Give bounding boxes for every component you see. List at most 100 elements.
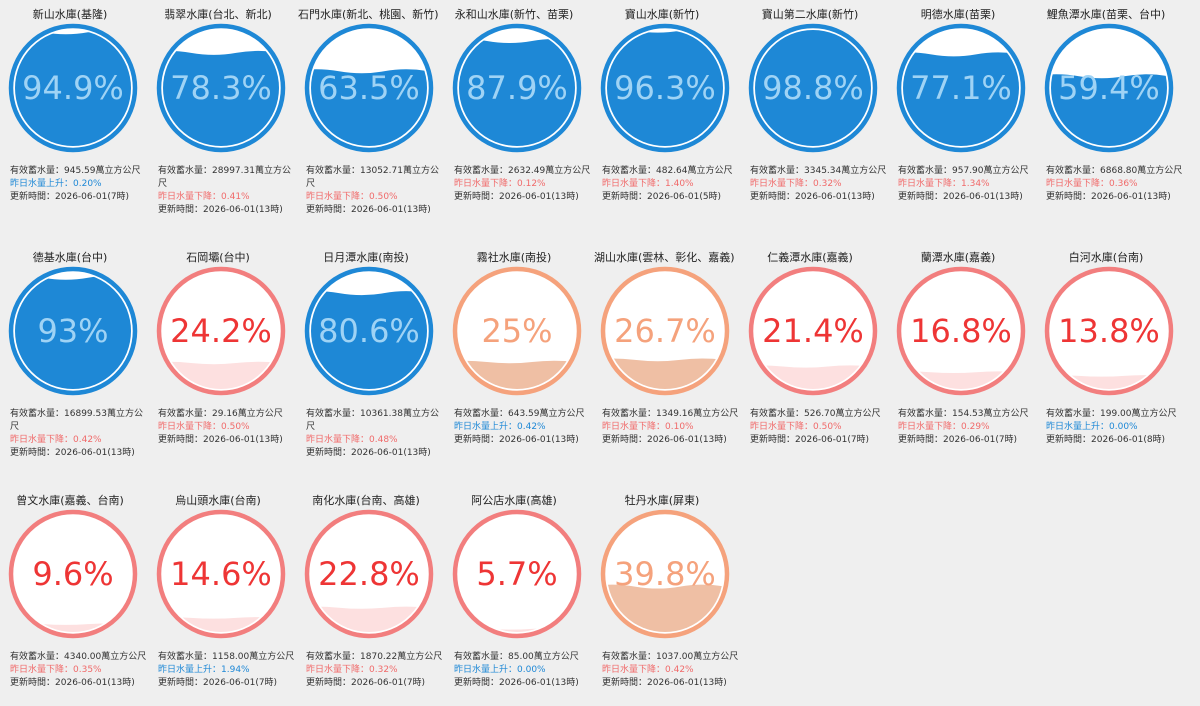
update-time: 更新時間：2026-06-01(13時) <box>454 435 579 445</box>
reservoir-card: 曾文水庫(嘉義、台南) 9.6% 有效蓄水量：4340.00萬立方公尺 昨日水量下降：… <box>2 486 150 706</box>
reservoir-name: 石門水庫(新北、桃園、新竹) <box>298 8 439 21</box>
reservoir-info: 有效蓄水量：85.00萬立方公尺 昨日水量上升：0.00% 更新時間：2026-06… <box>454 651 592 690</box>
reservoir-card: 蘭潭水庫(嘉義) 16.8% 有效蓄水量：154.53萬立方公尺 昨日水量下降：0.2… <box>890 243 1038 473</box>
gauge-percent: 77.1% <box>910 69 1012 107</box>
gauge-percent: 93% <box>37 312 108 350</box>
update-time: 更新時間：2026-06-01(13時) <box>10 448 135 458</box>
reservoir-name: 阿公店水庫(高雄) <box>471 494 557 507</box>
reservoir-name: 日月潭水庫(南投) <box>323 251 409 264</box>
daily-change: 昨日水量下降：0.42% <box>10 435 102 445</box>
update-time: 更新時間：2026-06-01(13時) <box>306 448 431 458</box>
gauge-percent: 21.4% <box>762 312 864 350</box>
reservoir-info: 有效蓄水量：1158.00萬立方公尺 昨日水量上升：1.94% 更新時間：2026-… <box>158 651 296 690</box>
reservoir-card: 日月潭水庫(南投) 80.6% 有效蓄水量：10361.38萬立方公尺 昨日水量下降：… <box>298 243 446 473</box>
update-time: 更新時間：2026-06-01(13時) <box>454 192 579 202</box>
water-fill <box>311 291 427 389</box>
daily-change: 昨日水量下降：0.50% <box>158 422 250 432</box>
water-fill <box>311 606 427 632</box>
reservoir-card: 永和山水庫(新竹、苗栗) 87.9% 有效蓄水量：2632.49萬立方公尺 昨日水量下… <box>446 0 594 230</box>
effective-capacity: 有效蓄水量：4340.00萬立方公尺 <box>10 652 147 662</box>
daily-change: 昨日水量下降：0.50% <box>306 192 398 202</box>
reservoir-info: 有效蓄水量：1349.16萬立方公尺 昨日水量下降：0.10% 更新時間：2026-… <box>602 408 740 447</box>
effective-capacity: 有效蓄水量：2632.49萬立方公尺 <box>454 166 591 176</box>
update-time: 更新時間：2026-06-01(13時) <box>158 205 283 215</box>
effective-capacity: 有效蓄水量：10361.38萬立方公尺 <box>306 409 439 432</box>
water-fill <box>755 30 871 146</box>
update-time: 更新時間：2026-06-01(13時) <box>898 192 1023 202</box>
reservoir-info: 有效蓄水量：945.59萬立方公尺 昨日水量上升：0.20% 更新時間：2026-0… <box>10 165 148 204</box>
effective-capacity: 有效蓄水量：3345.34萬立方公尺 <box>750 166 887 176</box>
reservoir-name: 翡翠水庫(台北、新北) <box>164 8 272 21</box>
gauge-percent: 14.6% <box>170 555 272 593</box>
update-time: 更新時間：2026-06-01(13時) <box>10 678 135 688</box>
effective-capacity: 有效蓄水量：28997.31萬立方公尺 <box>158 166 291 189</box>
reservoir-card: 明德水庫(苗栗) 77.1% 有效蓄水量：957.90萬立方公尺 昨日水量下降：1.3… <box>890 0 1038 230</box>
daily-change: 昨日水量下降：0.12% <box>454 179 546 189</box>
reservoir-name: 蘭潭水庫(嘉義) <box>920 251 996 264</box>
reservoir-card: 阿公店水庫(高雄) 5.7% 有效蓄水量：85.00萬立方公尺 昨日水量上升：0.00… <box>446 486 594 706</box>
update-time: 更新時間：2026-06-01(13時) <box>602 678 727 688</box>
water-level-gauge: 94.9% <box>8 23 138 153</box>
gauge-percent: 5.7% <box>476 555 557 593</box>
reservoir-name: 鯉魚潭水庫(苗栗、台中) <box>1046 8 1166 21</box>
water-fill <box>459 39 575 146</box>
reservoir-name: 湖山水庫(雲林、彰化、嘉義) <box>594 251 735 264</box>
gauge-percent: 9.6% <box>32 555 113 593</box>
effective-capacity: 有效蓄水量：154.53萬立方公尺 <box>898 409 1029 419</box>
reservoir-name: 寶山第二水庫(新竹) <box>761 8 859 21</box>
gauge-percent: 80.6% <box>318 312 420 350</box>
reservoir-card: 仁義潭水庫(嘉義) 21.4% 有效蓄水量：526.70萬立方公尺 昨日水量下降：0.… <box>742 243 890 473</box>
effective-capacity: 有效蓄水量：199.00萬立方公尺 <box>1046 409 1177 419</box>
reservoir-name: 白河水庫(台南) <box>1068 251 1144 264</box>
water-fill <box>903 52 1019 146</box>
gauge-ring <box>748 266 878 396</box>
reservoir-info: 有效蓄水量：2632.49萬立方公尺 昨日水量下降：0.12% 更新時間：2026-… <box>454 165 592 204</box>
gauge-percent: 13.8% <box>1058 312 1160 350</box>
gauge-percent: 25% <box>481 312 552 350</box>
reservoir-card: 石岡壩(台中) 24.2% 有效蓄水量：29.16萬立方公尺 昨日水量下降：0.50%… <box>150 243 298 473</box>
reservoir-name: 烏山頭水庫(台南) <box>175 494 261 507</box>
daily-change: 昨日水量下降：0.32% <box>306 665 398 675</box>
gauge-ring <box>8 509 138 639</box>
water-level-gauge: 78.3% <box>156 23 286 153</box>
water-level-gauge: 59.4% <box>1044 23 1174 153</box>
water-level-gauge: 63.5% <box>304 23 434 153</box>
daily-change: 昨日水量下降：1.40% <box>602 179 694 189</box>
gauge-percent: 22.8% <box>318 555 420 593</box>
reservoir-name: 明德水庫(苗栗) <box>920 8 996 21</box>
daily-change: 昨日水量上升：1.94% <box>158 665 250 675</box>
reservoir-info: 有效蓄水量：1037.00萬立方公尺 昨日水量下降：0.42% 更新時間：2026-… <box>602 651 740 690</box>
reservoir-info: 有效蓄水量：643.59萬立方公尺 昨日水量上升：0.42% 更新時間：2026-0… <box>454 408 592 447</box>
daily-change: 昨日水量下降：0.29% <box>898 422 990 432</box>
effective-capacity: 有效蓄水量：16899.53萬立方公尺 <box>10 409 143 432</box>
daily-change: 昨日水量下降：0.35% <box>10 665 102 675</box>
daily-change: 昨日水量下降：0.50% <box>750 422 842 432</box>
update-time: 更新時間：2026-06-01(13時) <box>750 192 875 202</box>
reservoir-card: 寶山第二水庫(新竹) 98.8% 有效蓄水量：3345.34萬立方公尺 昨日水量下降：… <box>742 0 890 230</box>
effective-capacity: 有效蓄水量：526.70萬立方公尺 <box>750 409 881 419</box>
daily-change: 昨日水量下降：0.32% <box>750 179 842 189</box>
gauge-percent: 63.5% <box>318 69 420 107</box>
reservoir-info: 有效蓄水量：482.64萬立方公尺 昨日水量下降：1.40% 更新時間：2026-0… <box>602 165 740 204</box>
update-time: 更新時間：2026-06-01(8時) <box>1046 435 1166 445</box>
reservoir-name: 曾文水庫(嘉義、台南) <box>16 494 124 507</box>
gauge-percent: 59.4% <box>1058 69 1160 107</box>
reservoir-info: 有效蓄水量：1870.22萬立方公尺 昨日水量下降：0.32% 更新時間：2026-… <box>306 651 444 690</box>
gauge-percent: 98.8% <box>762 69 864 107</box>
water-level-gauge: 13.8% <box>1044 266 1174 396</box>
reservoir-name: 南化水庫(台南、高雄) <box>312 494 420 507</box>
water-fill <box>755 365 871 389</box>
update-time: 更新時間：2026-06-01(7時) <box>10 192 130 202</box>
water-fill <box>163 50 279 146</box>
gauge-ring <box>304 509 434 639</box>
reservoir-info: 有效蓄水量：10361.38萬立方公尺 昨日水量下降：0.48% 更新時間：2026… <box>306 408 444 460</box>
reservoir-card: 德基水庫(台中) 93% 有效蓄水量：16899.53萬立方公尺 昨日水量下降：0.4… <box>2 243 150 473</box>
daily-change: 昨日水量上升：0.00% <box>1046 422 1138 432</box>
water-fill <box>607 584 723 632</box>
reservoir-card: 湖山水庫(雲林、彰化、嘉義) 26.7% 有效蓄水量：1349.16萬立方公尺 昨日水… <box>594 243 742 473</box>
effective-capacity: 有效蓄水量：1870.22萬立方公尺 <box>306 652 443 662</box>
gauge-ring <box>156 509 286 639</box>
effective-capacity: 有效蓄水量：643.59萬立方公尺 <box>454 409 585 419</box>
update-time: 更新時間：2026-06-01(7時) <box>158 678 278 688</box>
reservoir-info: 有效蓄水量：4340.00萬立方公尺 昨日水量下降：0.35% 更新時間：2026-… <box>10 651 148 690</box>
